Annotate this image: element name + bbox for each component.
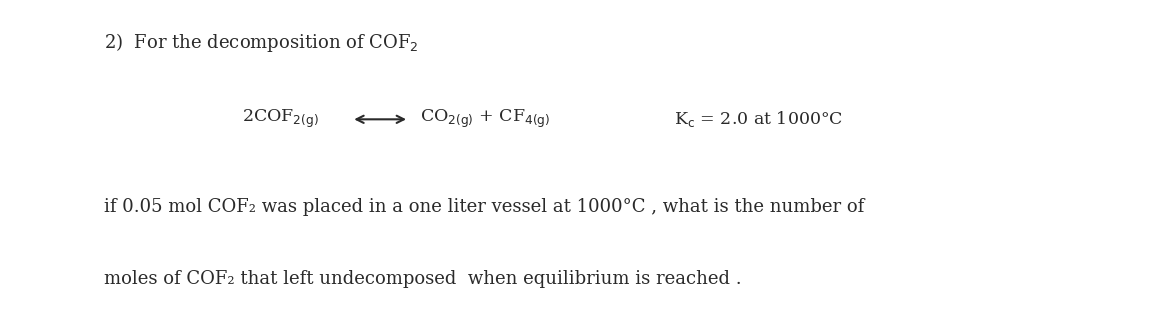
Text: CO$_{2(\mathrm{g})}$ + CF$_{4(\mathrm{g})}$: CO$_{2(\mathrm{g})}$ + CF$_{4(\mathrm{g}… (420, 108, 551, 130)
Text: K$_\mathrm{c}$ = 2.0 at 1000°C: K$_\mathrm{c}$ = 2.0 at 1000°C (674, 109, 843, 129)
Text: 2)  For the decomposition of COF$_2$: 2) For the decomposition of COF$_2$ (104, 31, 418, 54)
Text: if 0.05 mol COF₂ was placed in a one liter vessel at 1000°C , what is the number: if 0.05 mol COF₂ was placed in a one lit… (104, 198, 864, 216)
Text: 2COF$_{2(\mathrm{g})}$: 2COF$_{2(\mathrm{g})}$ (242, 108, 319, 130)
Text: moles of COF₂ that left undecomposed  when equilibrium is reached .: moles of COF₂ that left undecomposed whe… (104, 270, 741, 288)
